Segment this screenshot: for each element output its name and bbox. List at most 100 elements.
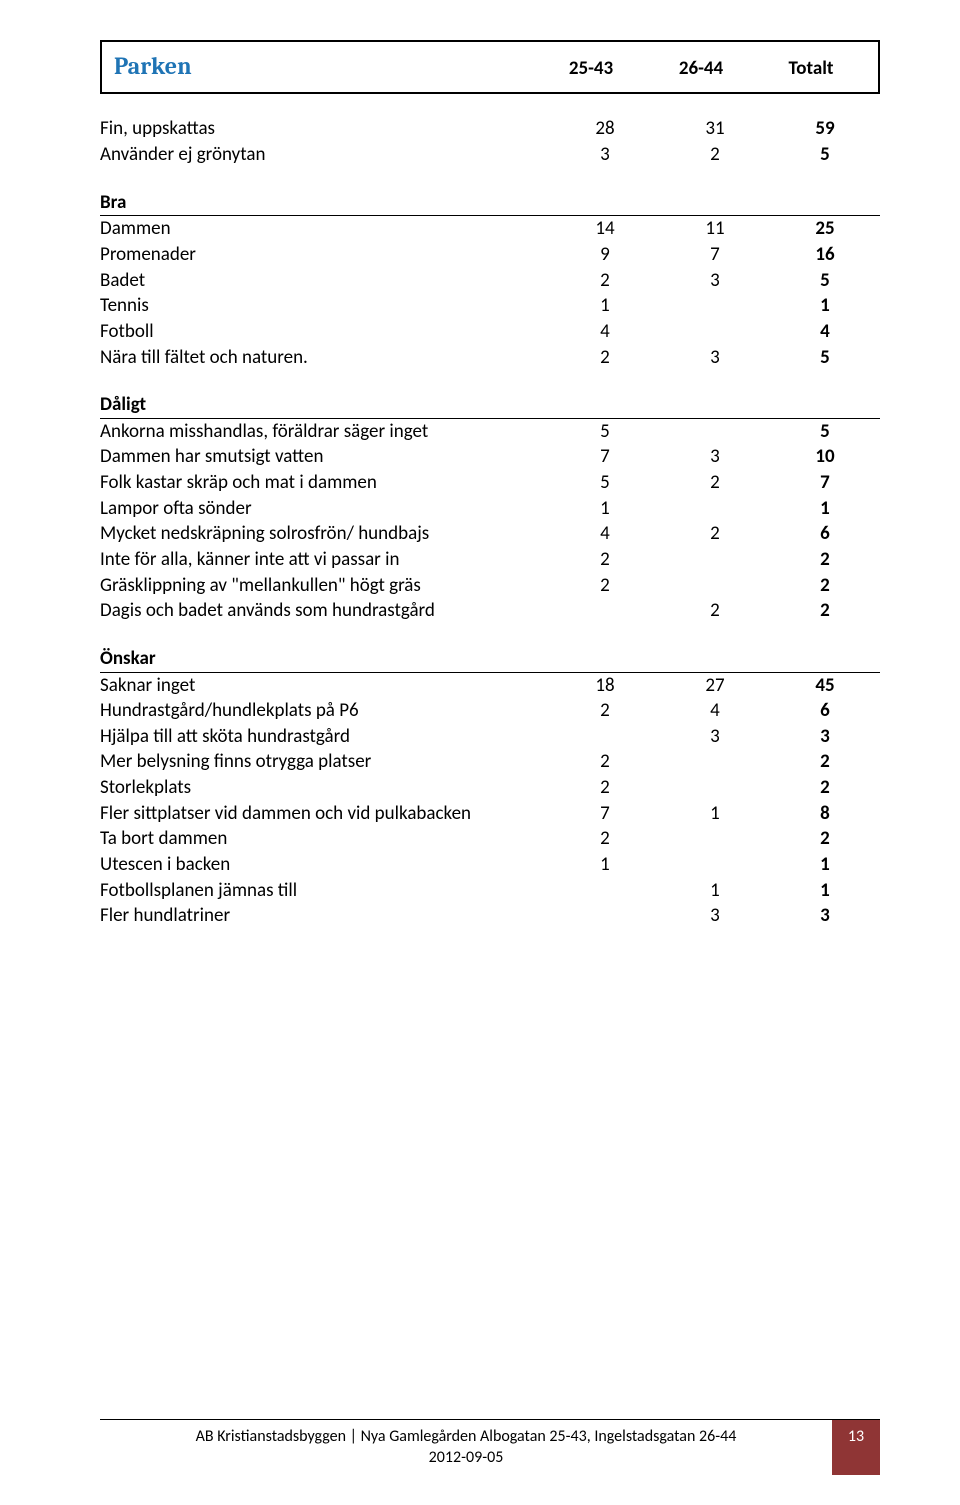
table-row: Lampor ofta sönder11: [100, 496, 880, 522]
table-row: Fotboll44: [100, 319, 880, 345]
cell-c3: 5: [770, 142, 880, 168]
cell-c2: 2: [660, 521, 770, 547]
row-label: Ta bort dammen: [100, 826, 550, 852]
page-title: Parken: [114, 50, 536, 82]
row-label: Använder ej grönytan: [100, 142, 550, 168]
row-label: Lampor ofta sönder: [100, 496, 550, 522]
row-label: Dammen: [100, 216, 550, 242]
document-page: Parken 25-43 26-44 Totalt Fin, uppskatta…: [0, 0, 960, 1505]
cell-c1: 9: [550, 242, 660, 268]
cell-c3: 2: [770, 547, 880, 573]
row-label: Utescen i backen: [100, 852, 550, 878]
table-row: Nära till fältet och naturen.235: [100, 345, 880, 371]
cell-c1: 1: [550, 293, 660, 319]
cell-c2: [660, 547, 770, 573]
section-heading-row: Bra: [100, 190, 880, 216]
cell-c3: 2: [770, 573, 880, 599]
table-row: Mer belysning finns otrygga platser22: [100, 749, 880, 775]
cell-c3: 5: [770, 345, 880, 371]
table-row: Ta bort dammen22: [100, 826, 880, 852]
table-row: Ankorna misshandlas, föräldrar säger ing…: [100, 418, 880, 444]
cell-c2: 2: [660, 142, 770, 168]
table-row: Promenader9716: [100, 242, 880, 268]
column-header-2: 26-44: [646, 56, 756, 82]
footer-page-number: 13: [832, 1420, 880, 1475]
row-label: Mer belysning finns otrygga platser: [100, 749, 550, 775]
section-heading: Bra: [100, 190, 880, 216]
cell-c3: 1: [770, 496, 880, 522]
cell-c2: 3: [660, 724, 770, 750]
table-row: Saknar inget182745: [100, 672, 880, 698]
row-label: Dagis och badet används som hundrastgård: [100, 598, 550, 624]
cell-c1: 2: [550, 775, 660, 801]
cell-c3: 8: [770, 801, 880, 827]
row-label: Fotboll: [100, 319, 550, 345]
cell-c2: 3: [660, 345, 770, 371]
cell-c3: 5: [770, 418, 880, 444]
cell-c3: 45: [770, 672, 880, 698]
cell-c1: 18: [550, 672, 660, 698]
cell-c1: 2: [550, 547, 660, 573]
row-label: Saknar inget: [100, 672, 550, 698]
cell-c2: [660, 319, 770, 345]
cell-c1: 2: [550, 345, 660, 371]
cell-c1: 7: [550, 444, 660, 470]
cell-c1: 2: [550, 573, 660, 599]
row-label: Folk kastar skräp och mat i dammen: [100, 470, 550, 496]
table-row: Dagis och badet används som hundrastgård…: [100, 598, 880, 624]
table-row: Fler sittplatser vid dammen och vid pulk…: [100, 801, 880, 827]
section-heading: Dåligt: [100, 392, 880, 418]
table-row: Fler hundlatriner 33: [100, 903, 880, 929]
column-header-1: 25-43: [536, 56, 646, 82]
cell-c2: [660, 852, 770, 878]
row-label: Inte för alla, känner inte att vi passar…: [100, 547, 550, 573]
row-label: Nära till fältet och naturen.: [100, 345, 550, 371]
cell-c1: [550, 903, 660, 929]
row-label: Fin, uppskattas: [100, 116, 550, 142]
cell-c2: 3: [660, 903, 770, 929]
row-label: Badet: [100, 268, 550, 294]
cell-c3: 25: [770, 216, 880, 242]
table-row: Badet235: [100, 268, 880, 294]
cell-c1: 14: [550, 216, 660, 242]
cell-c3: 3: [770, 903, 880, 929]
cell-c3: 10: [770, 444, 880, 470]
table-row: Tennis11: [100, 293, 880, 319]
cell-c3: 2: [770, 775, 880, 801]
cell-c3: 7: [770, 470, 880, 496]
cell-c3: 3: [770, 724, 880, 750]
cell-c2: [660, 573, 770, 599]
cell-c2: [660, 418, 770, 444]
table-row: Folk kastar skräp och mat i dammen527: [100, 470, 880, 496]
row-label: Fler hundlatriner: [100, 903, 550, 929]
footer-text: AB Kristianstadsbyggen | Nya Gamlegården…: [100, 1420, 832, 1475]
cell-c1: 2: [550, 268, 660, 294]
cell-c2: 3: [660, 444, 770, 470]
cell-c1: 5: [550, 418, 660, 444]
cell-c2: 11: [660, 216, 770, 242]
cell-c1: 1: [550, 496, 660, 522]
cell-c1: 4: [550, 521, 660, 547]
table-row: Inte för alla, känner inte att vi passar…: [100, 547, 880, 573]
cell-c3: 1: [770, 293, 880, 319]
row-label: Ankorna misshandlas, föräldrar säger ing…: [100, 418, 550, 444]
header-box: Parken 25-43 26-44 Totalt: [100, 40, 880, 94]
cell-c2: [660, 826, 770, 852]
row-label: Promenader: [100, 242, 550, 268]
cell-c3: 5: [770, 268, 880, 294]
cell-c2: [660, 293, 770, 319]
cell-c3: 2: [770, 598, 880, 624]
cell-c3: 2: [770, 826, 880, 852]
section-heading-row: Önskar: [100, 646, 880, 672]
cell-c2: 31: [660, 116, 770, 142]
table-row: Utescen i backen11: [100, 852, 880, 878]
row-label: Dammen har smutsigt vatten: [100, 444, 550, 470]
footer-line-1: AB Kristianstadsbyggen | Nya Gamlegården…: [196, 1427, 737, 1446]
cell-c2: [660, 496, 770, 522]
cell-c2: 27: [660, 672, 770, 698]
cell-c2: 3: [660, 268, 770, 294]
row-label: Tennis: [100, 293, 550, 319]
section-heading: Önskar: [100, 646, 880, 672]
table-row: Gräsklippning av "mellankullen" högt grä…: [100, 573, 880, 599]
cell-c3: 6: [770, 698, 880, 724]
